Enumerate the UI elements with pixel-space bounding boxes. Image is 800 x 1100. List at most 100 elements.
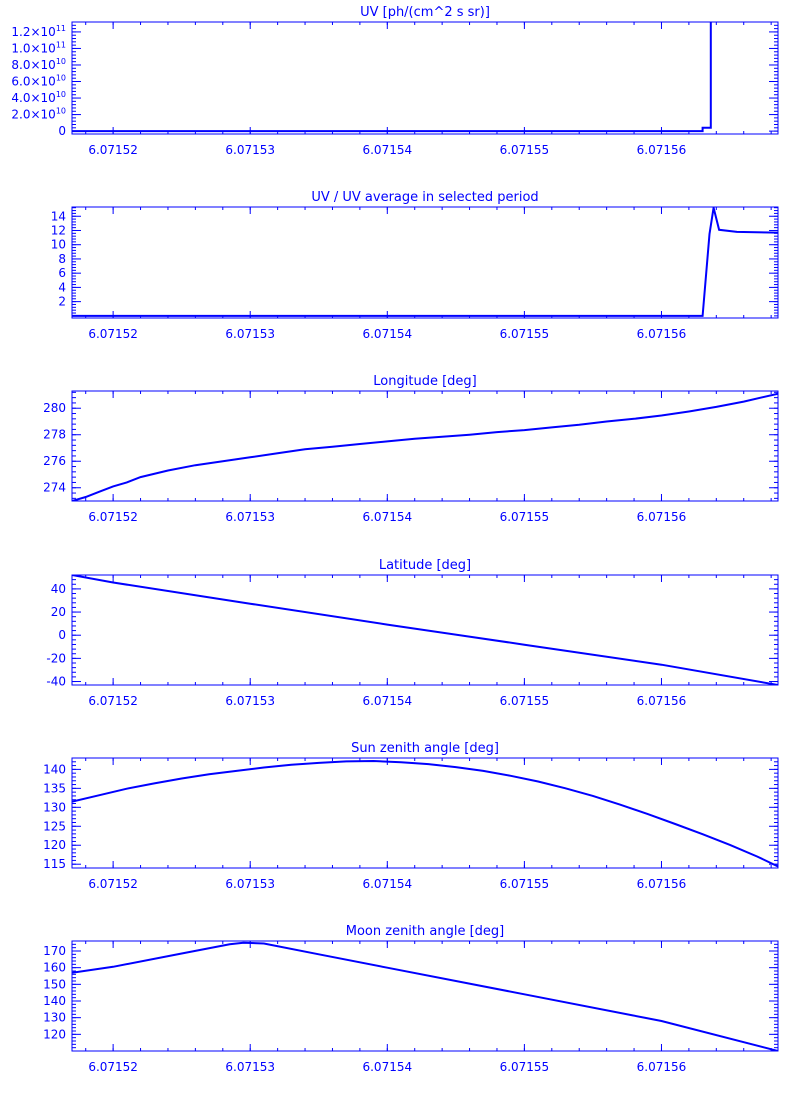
y-tick-exponent: 10 (56, 90, 66, 99)
y-tick-label: 12 (51, 223, 66, 237)
x-tick-label: 6.07154 (362, 510, 412, 524)
y-tick-label: 14 (51, 209, 66, 223)
y-tick-exponent: 10 (56, 107, 66, 116)
x-tick-label: 6.07152 (88, 327, 138, 341)
y-tick-label: 20 (51, 605, 66, 619)
y-tick-mantissa: 1.0×10 (11, 41, 55, 55)
series-line (72, 759, 778, 868)
chart-panel-5: Sun zenith angle [deg] 6.07152 6.07153 6.07… (43, 741, 779, 891)
x-tick-label: 6.07153 (225, 510, 275, 524)
x-tick-label: 6.07153 (225, 327, 275, 341)
y-tick-label: 125 (43, 819, 66, 833)
x-tick-label: 6.07156 (637, 694, 687, 708)
x-tick-label: 6.07156 (637, 327, 687, 341)
y-tick-label: 6.0×1010 (11, 74, 66, 89)
y-tick-label: 120 (43, 838, 66, 852)
chart-title: UV [ph/(cm^2 s sr)] (360, 5, 490, 20)
chart-panel-2: UV / UV average in selected period 6.0715… (51, 190, 779, 341)
x-tick-label: 6.07152 (88, 1060, 138, 1074)
y-tick-label: 2 (58, 295, 66, 309)
y-tick-mantissa: 4.0×10 (11, 91, 55, 105)
y-tick-label: 1.2×1011 (11, 24, 66, 39)
y-tick-label: 276 (43, 454, 66, 468)
y-tick-label: 4.0×1010 (11, 90, 66, 105)
chart-panel-3: Longitude [deg] 6.07152 6.07153 6.07154 6.07… (43, 374, 779, 524)
chart-panel-6: Moon zenith angle [deg] 6.07152 6.07153 6.0… (43, 924, 779, 1074)
x-tick-label: 6.07152 (88, 510, 138, 524)
y-tick-label: 0 (58, 124, 66, 138)
y-tick-mantissa: 8.0×10 (11, 58, 55, 72)
y-tick-label: 130 (43, 1011, 66, 1025)
x-tick-label: 6.07152 (88, 877, 138, 891)
y-tick-mantissa: 2.0×10 (11, 108, 55, 122)
y-tick-label: 120 (43, 1027, 66, 1041)
x-tick-label: 6.07154 (362, 694, 412, 708)
y-tick-label: 278 (43, 428, 66, 442)
series-line (72, 207, 778, 317)
plot-frame (71, 574, 779, 686)
x-tick-label: 6.07154 (362, 143, 412, 157)
y-tick-label: 6 (58, 266, 66, 280)
y-tick-label: 4 (58, 280, 66, 294)
y-tick-label: -40 (46, 675, 66, 689)
plot-frame (71, 757, 779, 869)
x-tick-label: 6.07154 (362, 1060, 412, 1074)
x-tick-label: 6.07152 (88, 143, 138, 157)
y-tick-label: 1.0×1011 (11, 40, 66, 55)
y-tick-label: 2.0×1010 (11, 107, 66, 122)
x-tick-label: 6.07155 (500, 877, 550, 891)
y-tick-label: 0 (58, 628, 66, 642)
y-tick-exponent: 10 (56, 57, 66, 66)
plot-frame (71, 940, 779, 1052)
y-tick-mantissa: 0 (58, 124, 66, 138)
x-tick-label: 6.07156 (637, 1060, 687, 1074)
series-line (72, 392, 778, 501)
chart-panel-1: UV [ph/(cm^2 s sr)] 6.07152 6.07153 6.07154… (11, 5, 779, 157)
x-tick-label: 6.07154 (362, 327, 412, 341)
y-tick-label: 160 (43, 961, 66, 975)
x-tick-label: 6.07153 (225, 694, 275, 708)
series-line (72, 941, 778, 1051)
chart-title: UV / UV average in selected period (311, 190, 538, 205)
y-tick-label: 130 (43, 800, 66, 814)
plot-frame (71, 390, 779, 502)
x-tick-label: 6.07153 (225, 1060, 275, 1074)
plot-frame (71, 21, 779, 135)
y-tick-label: 135 (43, 781, 66, 795)
chart-panel-4: Latitude [deg] 6.07152 6.07153 6.07154 6.071… (46, 558, 779, 708)
x-tick-label: 6.07153 (225, 143, 275, 157)
y-tick-label: -20 (46, 651, 66, 665)
x-tick-label: 6.07156 (637, 143, 687, 157)
x-tick-label: 6.07155 (500, 327, 550, 341)
y-tick-mantissa: 6.0×10 (11, 75, 55, 89)
y-tick-exponent: 11 (56, 24, 66, 33)
x-tick-label: 6.07153 (225, 877, 275, 891)
y-tick-label: 10 (51, 238, 66, 252)
x-tick-label: 6.07155 (500, 143, 550, 157)
y-tick-exponent: 10 (56, 74, 66, 83)
x-tick-label: 6.07156 (637, 510, 687, 524)
chart-title: Longitude [deg] (373, 374, 476, 389)
y-tick-label: 140 (43, 994, 66, 1008)
y-tick-label: 150 (43, 977, 66, 991)
y-tick-label: 8 (58, 252, 66, 266)
x-tick-label: 6.07156 (637, 877, 687, 891)
y-tick-label: 40 (51, 582, 66, 596)
chart-title: Sun zenith angle [deg] (351, 741, 499, 756)
x-tick-label: 6.07152 (88, 694, 138, 708)
x-tick-label: 6.07154 (362, 877, 412, 891)
y-tick-mantissa: 1.2×10 (11, 25, 55, 39)
y-tick-exponent: 11 (56, 40, 66, 49)
x-tick-label: 6.07155 (500, 694, 550, 708)
x-tick-label: 6.07155 (500, 510, 550, 524)
y-tick-label: 115 (43, 857, 66, 871)
x-tick-label: 6.07155 (500, 1060, 550, 1074)
y-tick-label: 280 (43, 401, 66, 415)
series-line (72, 575, 778, 685)
series-line (72, 22, 712, 133)
y-tick-label: 8.0×1010 (11, 57, 66, 72)
y-tick-label: 274 (43, 481, 66, 495)
y-tick-label: 140 (43, 762, 66, 776)
chart-title: Latitude [deg] (379, 558, 471, 573)
